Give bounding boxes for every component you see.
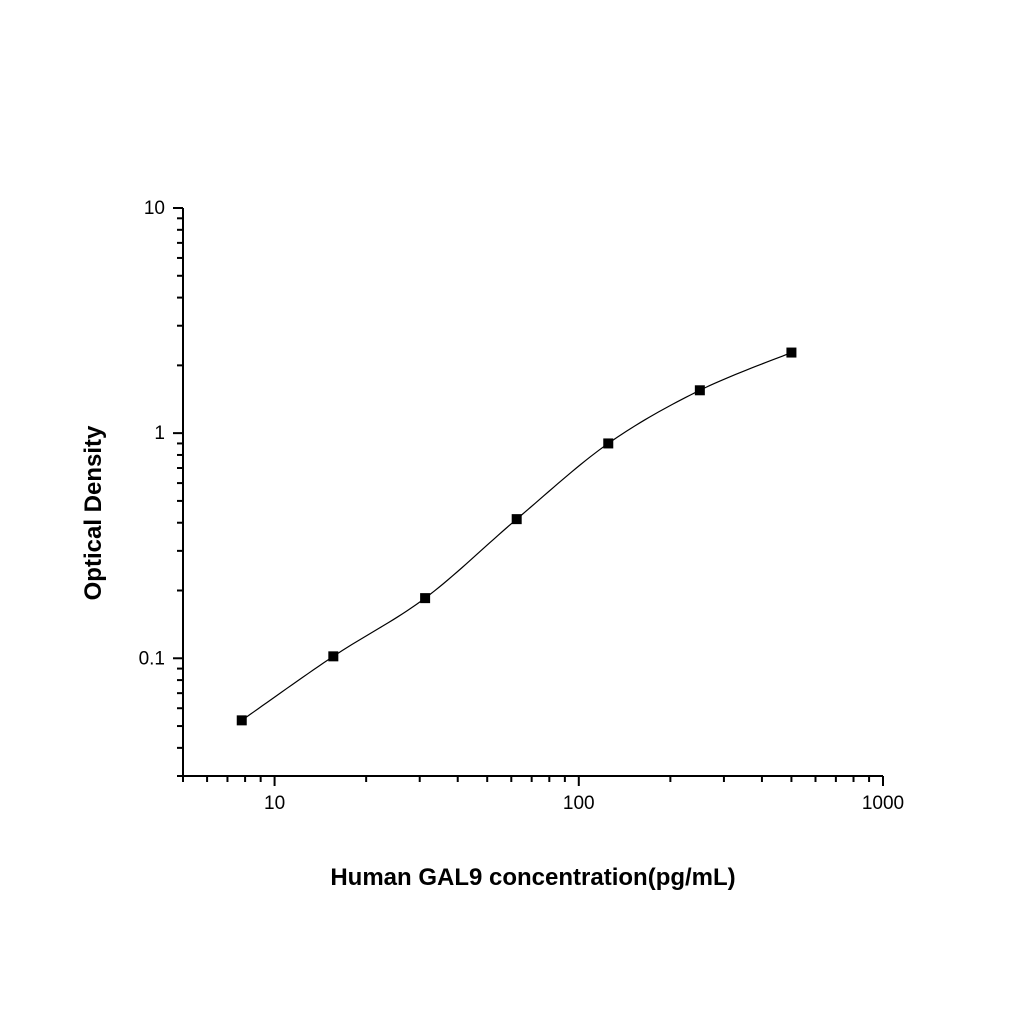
data-points xyxy=(236,347,797,726)
x-tick-label: 10 xyxy=(264,793,285,814)
data-point xyxy=(236,715,247,726)
data-point xyxy=(603,438,614,449)
y-tick-label: 0.1 xyxy=(139,648,165,669)
data-point xyxy=(694,385,705,396)
x-axis-title: Human GAL9 concentration(pg/mL) xyxy=(330,864,735,891)
data-point xyxy=(328,651,339,662)
x-tick-label: 1000 xyxy=(862,793,904,814)
axis-tick-labels: 10 100 1000 10 1 0.1 xyxy=(139,198,905,814)
data-point xyxy=(511,514,522,525)
y-tick-label: 1 xyxy=(154,423,165,444)
y-tick-label: 10 xyxy=(144,198,165,219)
fit-curve xyxy=(241,351,792,721)
axis-ticks xyxy=(173,207,884,786)
data-point xyxy=(420,593,431,604)
y-axis-title: Optical Density xyxy=(80,425,107,600)
x-tick-label: 100 xyxy=(563,793,595,814)
axes xyxy=(182,208,883,777)
data-point xyxy=(786,347,797,358)
